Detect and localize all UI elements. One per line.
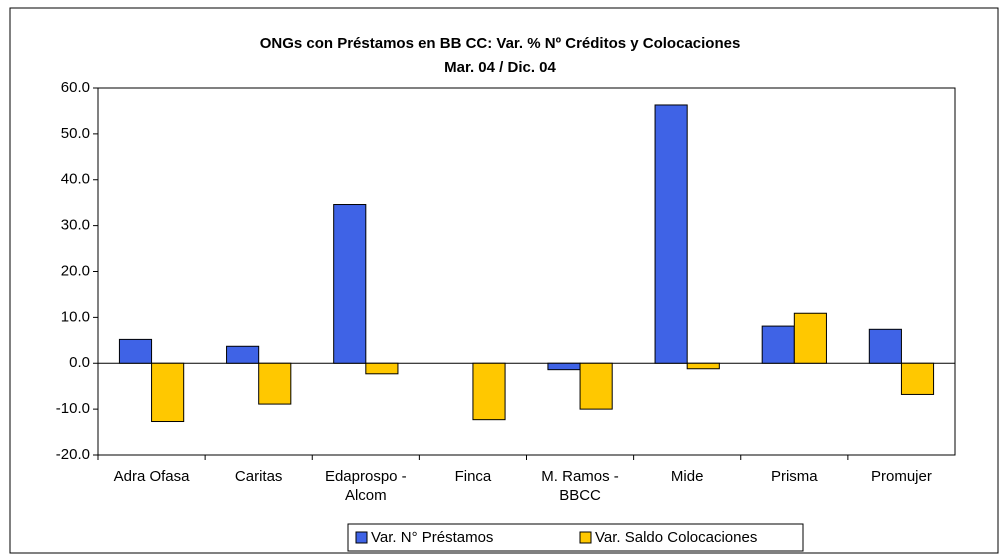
bar bbox=[868, 328, 902, 364]
bar bbox=[118, 338, 153, 364]
y-tick-label: 60.0 bbox=[61, 79, 90, 96]
bar bbox=[472, 362, 506, 421]
bar bbox=[333, 204, 367, 364]
bar bbox=[654, 104, 688, 364]
chart-subtitle: Mar. 04 / Dic. 04 bbox=[444, 59, 556, 76]
x-tick-label: Edaprospo - Alcom bbox=[324, 468, 407, 504]
chart-title: ONGs con Préstamos en BB CC: Var. % Nº C… bbox=[260, 35, 741, 52]
bar bbox=[761, 325, 795, 364]
bar bbox=[900, 362, 935, 395]
y-tick-label: 20.0 bbox=[61, 262, 90, 279]
y-tick-label: 50.0 bbox=[61, 125, 90, 142]
x-tick-label: Prisma bbox=[770, 468, 818, 485]
legend-swatch bbox=[579, 531, 592, 544]
x-tick-label: Mide bbox=[670, 468, 704, 485]
y-tick-label: -10.0 bbox=[56, 400, 90, 417]
x-tick-label: Adra Ofasa bbox=[113, 468, 190, 485]
legend-label: Var. N° Préstamos bbox=[371, 529, 493, 546]
y-tick-label: 40.0 bbox=[61, 171, 90, 188]
y-tick-label: 0.0 bbox=[69, 354, 90, 371]
y-tick-label: -20.0 bbox=[56, 446, 90, 463]
y-tick-label: 10.0 bbox=[61, 308, 90, 325]
x-tick-label: Promujer bbox=[871, 468, 932, 485]
legend-label: Var. Saldo Colocaciones bbox=[595, 529, 757, 546]
x-tick-label: M. Ramos - BBCC bbox=[541, 468, 619, 504]
bar bbox=[365, 362, 399, 375]
bar bbox=[686, 362, 720, 370]
bar bbox=[579, 362, 613, 410]
bar bbox=[547, 362, 581, 371]
bar bbox=[258, 362, 292, 405]
x-tick-label: Caritas bbox=[234, 468, 283, 485]
chart-border bbox=[9, 7, 999, 554]
bar bbox=[151, 362, 185, 423]
legend-swatch bbox=[355, 531, 368, 544]
legend-box bbox=[347, 523, 804, 552]
bar bbox=[793, 312, 827, 364]
x-tick-label: Finca bbox=[454, 468, 492, 485]
bar bbox=[226, 345, 260, 364]
y-tick-label: 30.0 bbox=[61, 217, 90, 234]
